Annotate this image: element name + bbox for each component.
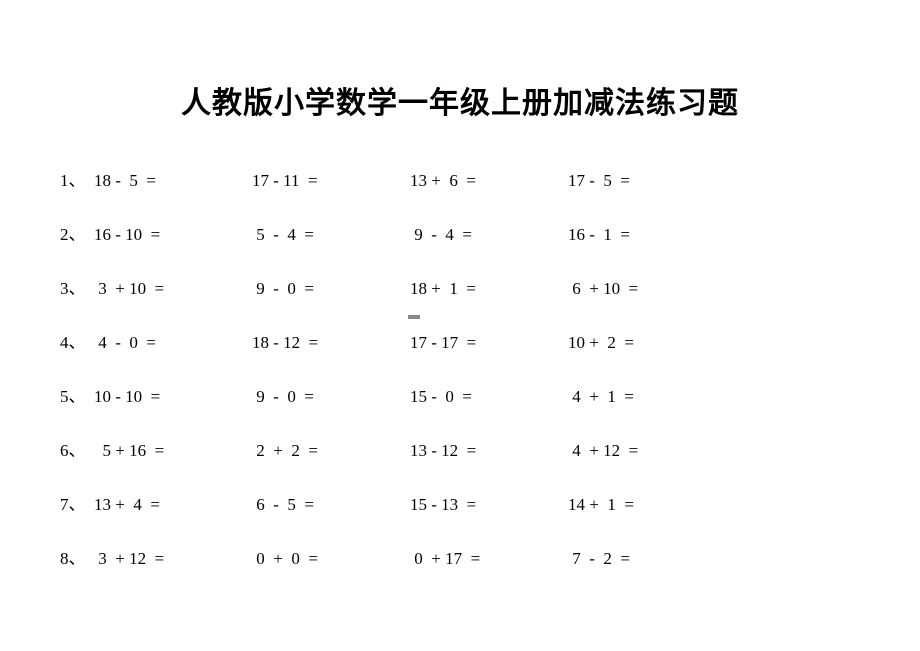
problem-cell: 5 + 16 = xyxy=(94,441,252,461)
problem-cell: 4 + 12 = xyxy=(568,441,726,461)
problem-cell: 4 - 0 = xyxy=(94,333,252,353)
problem-cell: 14 + 1 = xyxy=(568,495,726,515)
problem-cell: 7 - 2 = xyxy=(568,549,726,569)
row-index: 2、 xyxy=(60,220,94,245)
problem-cell: 10 + 2 = xyxy=(568,333,726,353)
problem-cell: 18 - 12 = xyxy=(252,333,410,353)
problem-row: 7、 13 + 4 = 6 - 5 = 15 - 13 = 14 + 1 = xyxy=(60,490,860,515)
problem-cell: 0 + 17 = xyxy=(410,549,568,569)
row-index: 4、 xyxy=(60,328,94,353)
problem-row: 8、 3 + 12 = 0 + 0 = 0 + 17 = 7 - 2 = xyxy=(60,544,860,569)
problem-cell: 9 - 0 = xyxy=(252,387,410,407)
problem-cell: 2 + 2 = xyxy=(252,441,410,461)
problem-cell: 3 + 12 = xyxy=(94,549,252,569)
problem-cell: 16 - 10 = xyxy=(94,225,252,245)
row-index: 5、 xyxy=(60,382,94,407)
row-index: 6、 xyxy=(60,436,94,461)
problem-cell: 4 + 1 = xyxy=(568,387,726,407)
problem-cell: 18 + 1 = xyxy=(410,279,568,299)
problem-cell: 17 - 5 = xyxy=(568,171,726,191)
problem-cell: 5 - 4 = xyxy=(252,225,410,245)
problem-cell: 0 + 0 = xyxy=(252,549,410,569)
problem-cell: 3 + 10 = xyxy=(94,279,252,299)
row-index: 3、 xyxy=(60,274,94,299)
problem-cell: 17 - 11 = xyxy=(252,171,410,191)
problem-row: 3、 3 + 10 = 9 - 0 = 18 + 1 = 6 + 10 = xyxy=(60,274,860,299)
problem-cell: 9 - 0 = xyxy=(252,279,410,299)
problem-cell: 13 - 12 = xyxy=(410,441,568,461)
problem-row: 5、 10 - 10 = 9 - 0 = 15 - 0 = 4 + 1 = xyxy=(60,382,860,407)
problem-cell: 15 - 13 = xyxy=(410,495,568,515)
problem-cell: 9 - 4 = xyxy=(410,225,568,245)
problem-row: 1、 18 - 5 = 17 - 11 = 13 + 6 = 17 - 5 = xyxy=(60,166,860,191)
row-index: 1、 xyxy=(60,166,94,191)
problem-cell: 10 - 10 = xyxy=(94,387,252,407)
problem-cell: 13 + 6 = xyxy=(410,171,568,191)
problem-cell: 15 - 0 = xyxy=(410,387,568,407)
page-title: 人教版小学数学一年级上册加减法练习题 xyxy=(60,78,860,122)
problem-cell: 13 + 4 = xyxy=(94,495,252,515)
row-index: 8、 xyxy=(60,544,94,569)
problem-row: 2、 16 - 10 = 5 - 4 = 9 - 4 = 16 - 1 = xyxy=(60,220,860,245)
problem-cell: 6 + 10 = xyxy=(568,279,726,299)
row-index: 7、 xyxy=(60,490,94,515)
page-artifact-icon xyxy=(408,315,420,319)
problem-row: 6、 5 + 16 = 2 + 2 = 13 - 12 = 4 + 12 = xyxy=(60,436,860,461)
worksheet-page: 人教版小学数学一年级上册加减法练习题 1、 18 - 5 = 17 - 11 =… xyxy=(0,0,920,569)
problem-rows: 1、 18 - 5 = 17 - 11 = 13 + 6 = 17 - 5 = … xyxy=(60,166,860,569)
problem-cell: 18 - 5 = xyxy=(94,171,252,191)
problem-cell: 17 - 17 = xyxy=(410,333,568,353)
problem-cell: 16 - 1 = xyxy=(568,225,726,245)
problem-cell: 6 - 5 = xyxy=(252,495,410,515)
problem-row: 4、 4 - 0 = 18 - 12 = 17 - 17 = 10 + 2 = xyxy=(60,328,860,353)
